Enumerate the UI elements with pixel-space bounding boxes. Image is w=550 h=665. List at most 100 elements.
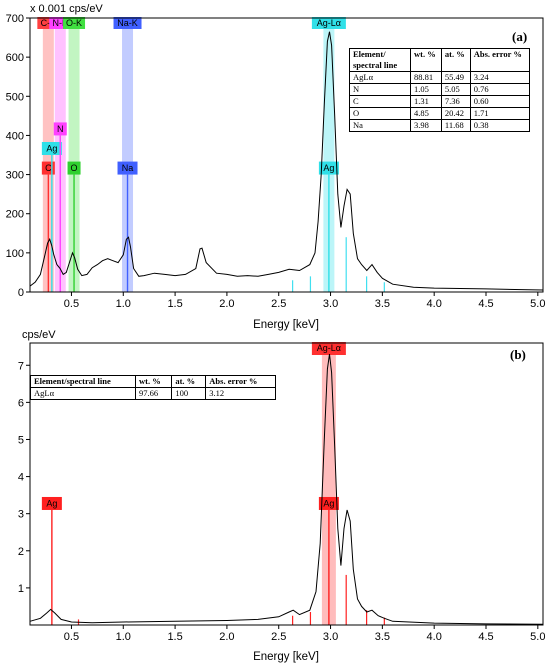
table-cell: AgLα bbox=[30, 387, 136, 400]
x-axis-ticks-a: 0.5 1.0 1.5 2.0 2.5 3.0 3.5 4.0 4.5 5.0 bbox=[64, 292, 545, 310]
x-tick-label: 0.5 bbox=[64, 298, 79, 310]
table-cell: N bbox=[349, 83, 411, 96]
y-tick-label: 700 bbox=[6, 13, 24, 25]
marker-box bbox=[318, 496, 339, 510]
x-tick-label: 3.5 bbox=[375, 631, 390, 643]
marker-label: C bbox=[45, 163, 52, 173]
y-tick-label: 3 bbox=[18, 509, 24, 521]
composition-table-a: Element/ spectral line wt. % at. % Abs. … bbox=[349, 48, 531, 132]
marker-label: Ag bbox=[46, 498, 57, 508]
element-band-tag bbox=[63, 17, 86, 29]
marker-box bbox=[41, 142, 62, 155]
table-header-cell: Abs. error % bbox=[469, 48, 531, 72]
element-band-tag bbox=[113, 17, 142, 29]
minor-lines-a bbox=[292, 237, 385, 292]
table-row: O 4.85 20.42 1.71 bbox=[349, 107, 531, 120]
marker-label: N bbox=[57, 124, 64, 134]
x-tick-label: 0.5 bbox=[64, 631, 79, 643]
element-band-label: N-K bbox=[53, 18, 69, 28]
table-cell: 5.05 bbox=[440, 83, 471, 96]
element-band-label: Ag-Lα bbox=[317, 343, 341, 353]
y-tick-label: 200 bbox=[6, 209, 24, 221]
table-row: N 1.05 5.05 0.76 bbox=[349, 83, 531, 96]
composition-table-b: Element/spectral line wt. % at. % Abs. e… bbox=[30, 375, 276, 400]
table-cell: 1.05 bbox=[410, 83, 442, 96]
x-tick-label: 4.0 bbox=[427, 298, 442, 310]
element-band bbox=[42, 19, 54, 292]
table-cell: 88.81 bbox=[410, 71, 442, 84]
table-header-row: Element/spectral line wt. % at. % Abs. e… bbox=[30, 375, 276, 388]
y-tick-label: 0 bbox=[18, 287, 24, 299]
marker-label: Ag bbox=[323, 163, 334, 173]
y-tick-label: 300 bbox=[6, 170, 24, 182]
x-tick-label: 2.0 bbox=[219, 298, 234, 310]
x-tick-label: 2.0 bbox=[219, 631, 234, 643]
table-cell: 4.85 bbox=[410, 107, 442, 120]
table-cell: 1.71 bbox=[469, 107, 531, 120]
element-band-label: O-K bbox=[66, 18, 82, 28]
y-tick-label: 2 bbox=[18, 546, 24, 558]
table-header-cell: Abs. error % bbox=[205, 375, 276, 388]
marker-label: Ag bbox=[323, 498, 334, 508]
x-tick-label: 3.5 bbox=[375, 298, 390, 310]
table-row: Na 3.98 11.68 0.38 bbox=[349, 119, 531, 132]
x-tick-label: 3.0 bbox=[323, 631, 338, 643]
x-tick-label: 1.0 bbox=[116, 298, 131, 310]
x-tick-label: 4.5 bbox=[478, 298, 493, 310]
x-tick-label: 3.0 bbox=[323, 298, 338, 310]
panel-label-a: (a) bbox=[512, 29, 527, 44]
table-cell: 55.49 bbox=[440, 71, 471, 84]
y-tick-label: 1 bbox=[18, 583, 24, 595]
x-tick-label: 2.5 bbox=[271, 631, 286, 643]
table-cell: O bbox=[349, 107, 411, 120]
table-row: AgLα 97.66 100 3.12 bbox=[30, 387, 276, 400]
table-cell: 20.42 bbox=[440, 107, 471, 120]
table-header-cell: Element/ spectral line bbox=[349, 48, 411, 72]
x-tick-label: 1.5 bbox=[167, 631, 182, 643]
y-unit-label-b: cps/eV bbox=[22, 329, 56, 341]
element-bands-a: C-KN-KO-K Na-K Ag-Lα bbox=[37, 17, 346, 292]
marker-box bbox=[41, 496, 62, 510]
y-axis-ticks-a: 0 100 200 300 400 500 600 700 bbox=[6, 13, 30, 299]
element-band-tag bbox=[311, 342, 346, 355]
table-header-row: Element/ spectral line wt. % at. % Abs. … bbox=[349, 48, 531, 72]
table-cell: 3.98 bbox=[410, 119, 442, 132]
y-tick-label: 6 bbox=[18, 397, 24, 409]
plot-frame-b bbox=[29, 342, 544, 626]
table-row: AgLα 88.81 55.49 3.24 bbox=[349, 71, 531, 84]
x-tick-label: 1.0 bbox=[116, 631, 131, 643]
marker-box bbox=[53, 122, 67, 136]
element-band bbox=[68, 19, 80, 292]
element-band bbox=[122, 19, 134, 292]
spectrum-line-a bbox=[29, 31, 544, 291]
table-cell: 11.68 bbox=[440, 119, 471, 132]
y-axis-ticks-b: 1 2 3 4 5 6 7 bbox=[18, 360, 30, 595]
table-cell: 3.24 bbox=[469, 71, 531, 84]
y-tick-label: 500 bbox=[6, 91, 24, 103]
y-tick-label: 5 bbox=[18, 434, 24, 446]
table-cell: 3.12 bbox=[205, 387, 276, 400]
y-unit-label-a: x 0.001 cps/eV bbox=[30, 3, 103, 15]
table-header-cell: at. % bbox=[440, 48, 471, 72]
y-tick-label: 100 bbox=[6, 248, 24, 260]
table-header-cell: wt. % bbox=[134, 375, 173, 388]
y-tick-label: 600 bbox=[6, 52, 24, 64]
x-axis-label-a: Energy [keV] bbox=[253, 319, 319, 331]
marker-label: Na bbox=[122, 163, 134, 173]
table-cell: 0.76 bbox=[469, 83, 531, 96]
table-cell: C bbox=[349, 95, 411, 108]
x-tick-label: 5.0 bbox=[530, 631, 545, 643]
spectrum-line-b bbox=[29, 354, 544, 625]
table-cell: AgLα bbox=[349, 71, 411, 84]
element-band-label: Na-K bbox=[117, 18, 138, 28]
element-band-label: Ag-Lα bbox=[317, 18, 341, 28]
table-cell: 7.36 bbox=[440, 95, 471, 108]
marker-box bbox=[318, 161, 339, 175]
table-header-cell: Element/spectral line bbox=[30, 375, 136, 388]
table-cell: 100 bbox=[171, 387, 207, 400]
element-markers-b: Ag Ag bbox=[41, 496, 339, 625]
x-tick-label: 2.5 bbox=[271, 298, 286, 310]
